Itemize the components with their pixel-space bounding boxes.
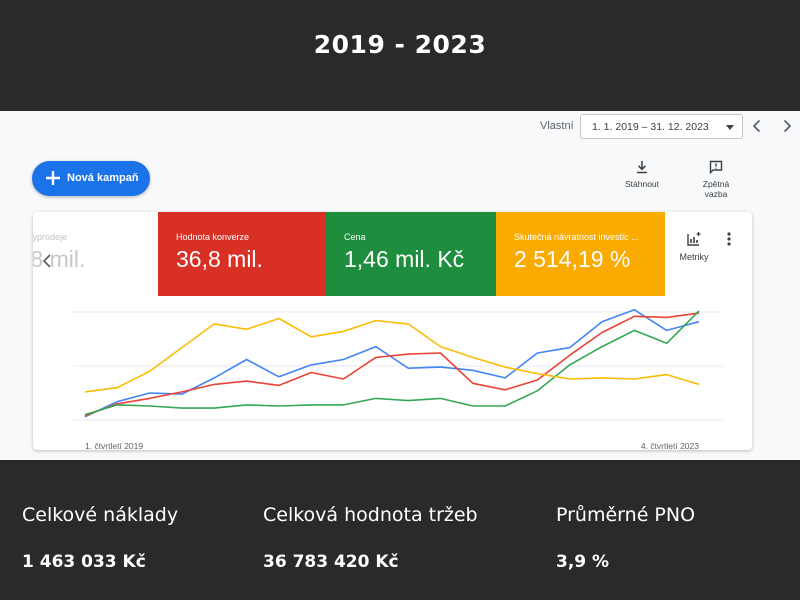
stat-label-total-costs: Celkové náklady <box>22 504 179 526</box>
stat-value-total-revenue: 36 783 420 Kč <box>263 552 399 572</box>
feedback-label-line2: vazba <box>704 189 728 199</box>
ads-dashboard-screenshot: Vlastní 1. 1. 2019 – 31. 12. 2023 Nová k… <box>0 111 800 460</box>
page-title: 2019 - 2023 <box>313 30 487 59</box>
download-label: Stáhnout <box>624 179 660 189</box>
scorecard-label: vyprodeje <box>33 232 68 242</box>
download-button[interactable]: Stáhnout <box>620 159 664 189</box>
feedback-label-line1: Zpětná <box>702 179 730 189</box>
feedback-button[interactable]: Zpětná vazba <box>694 159 738 199</box>
date-range-value: 1. 1. 2019 – 31. 12. 2023 <box>592 121 709 133</box>
add-chart-icon <box>687 232 701 246</box>
date-range-label: Vlastní <box>540 120 574 132</box>
chart-gridlines <box>73 311 723 421</box>
stat-label-average-pno: Průměrné PNO <box>556 504 696 526</box>
scorecard-value: 36,8 mil. <box>176 246 263 272</box>
scorecard-value: ,8 mil. <box>33 246 86 272</box>
previous-period-button[interactable] <box>746 115 768 137</box>
scorecard-sales[interactable]: vyprodeje ,8 mil. <box>33 212 158 296</box>
stat-label-total-revenue: Celková hodnota tržeb <box>263 504 478 526</box>
date-range-select[interactable]: 1. 1. 2019 – 31. 12. 2023 <box>580 114 743 139</box>
scorecard-cost[interactable]: Cena 1,46 mil. Kč <box>326 212 496 296</box>
chart-series-line-2 <box>84 310 700 416</box>
performance-line-chart: 1. čtvrtletí 2019 4. čtvrtletí 2023 <box>73 309 723 450</box>
chevron-left-icon <box>752 119 761 133</box>
chevron-left-icon[interactable] <box>40 251 54 271</box>
scorecard-label: Skutečná návratnost investic ... <box>514 232 639 242</box>
scorecard-roas[interactable]: Skutečná návratnost investic ... 2 514,1… <box>496 212 665 296</box>
new-campaign-button[interactable]: Nová kampaň <box>32 161 150 196</box>
metrics-button[interactable]: Metriky <box>674 231 714 262</box>
chart-series-line-3 <box>84 317 700 393</box>
download-icon <box>637 161 647 174</box>
stat-value-total-costs: 1 463 033 Kč <box>22 552 146 572</box>
dropdown-caret-icon <box>726 125 734 130</box>
chart-series-line-1 <box>84 312 700 417</box>
plus-icon <box>46 171 60 185</box>
feedback-icon <box>709 160 723 175</box>
header-band: 2019 - 2023 <box>0 0 800 111</box>
chevron-right-icon <box>783 119 792 133</box>
scorecard-label: Cena <box>344 232 366 242</box>
x-tick-label-last: 4. čtvrtletí 2023 <box>641 441 699 450</box>
stat-value-average-pno: 3,9 % <box>556 552 610 572</box>
scorecard-value: 2 514,19 % <box>514 246 631 272</box>
chart-series-group <box>84 309 700 418</box>
metrics-label: Metriky <box>679 252 709 262</box>
performance-card: vyprodeje ,8 mil. Hodnota konverze 36,8 … <box>33 212 752 450</box>
scorecard-label: Hodnota konverze <box>176 232 250 242</box>
scorecard-conversion-value[interactable]: Hodnota konverze 36,8 mil. <box>158 212 326 296</box>
x-tick-label-first: 1. čtvrtletí 2019 <box>85 441 143 450</box>
summary-band: Celkové náklady 1 463 033 Kč Celková hod… <box>0 460 800 600</box>
new-campaign-label: Nová kampaň <box>67 172 139 184</box>
next-period-button[interactable] <box>776 115 798 137</box>
more-options-icon[interactable] <box>723 231 735 247</box>
chart-series-line-0 <box>84 309 700 418</box>
scorecard-value: 1,46 mil. Kč <box>344 246 465 272</box>
